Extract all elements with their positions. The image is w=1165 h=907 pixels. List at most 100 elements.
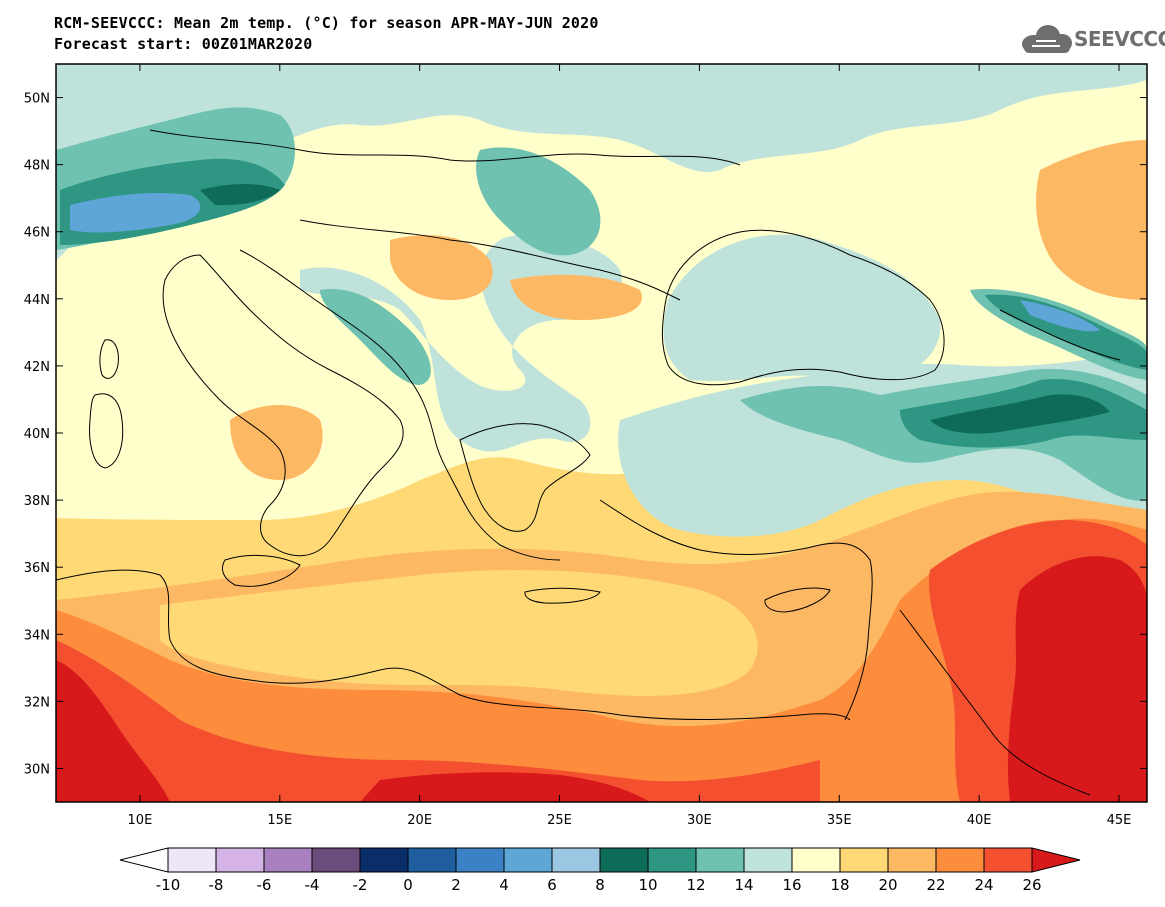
field-26-plus-west (56, 660, 170, 802)
lat-tick-label: 38N (24, 494, 50, 509)
lon-tick-label: 30E (687, 813, 712, 828)
coastline-italy (162, 254, 404, 557)
coastline-sardinia (89, 393, 124, 469)
lon-tick-label: 35E (827, 813, 852, 828)
coastline-adriatic (239, 249, 561, 561)
colorbar-label: -6 (257, 876, 272, 894)
colorbar-label: -4 (305, 876, 320, 894)
logo-text: SEEVCCC (1074, 27, 1165, 51)
colorbar-swatch (935, 847, 985, 873)
coastline-corsica (99, 339, 119, 379)
colorbar-label: 6 (547, 876, 557, 894)
lon-tick-label: 20E (407, 813, 432, 828)
colorbar-label: 20 (878, 876, 897, 894)
latitude-axis: 50N 48N 46N 44N 42N 40N 38N 36N 34N 32N 30N (24, 92, 1147, 777)
border-balkans (299, 219, 681, 301)
lon-tick-label: 15E (267, 813, 292, 828)
colorbar-swatch (647, 847, 697, 873)
colorbar-swatch (263, 847, 313, 873)
temperature-field (56, 64, 1147, 802)
colorbar-label: 16 (782, 876, 801, 894)
colorbar-label: 2 (451, 876, 461, 894)
colorbar-label: 14 (734, 876, 753, 894)
coastline-anatolia-south (599, 499, 873, 721)
colorbar-right-arrow (1031, 847, 1081, 873)
colorbar-swatch (887, 847, 937, 873)
colorbar-swatch (359, 847, 409, 873)
map-title: RCM-SEEVCCC: Mean 2m temp. (°C) for seas… (54, 14, 599, 32)
colorbar-label: 0 (403, 876, 413, 894)
colorbar-swatch (167, 847, 217, 873)
colorbar-label: 18 (830, 876, 849, 894)
border-turkey-east (899, 309, 1121, 796)
colorbar-swatch (311, 847, 361, 873)
colorbar-label: 4 (499, 876, 509, 894)
lat-tick-label: 36N (24, 561, 50, 576)
longitude-axis: 10E 15E 20E 25E 30E 35E 40E 45E (128, 64, 1132, 828)
coastline-greece (459, 423, 591, 532)
coastline-north-africa (56, 569, 851, 721)
colorbar-label: 26 (1022, 876, 1041, 894)
colorbar-label: 22 (926, 876, 945, 894)
field-20-22-romania (510, 274, 642, 320)
field-12-14-carpathians (476, 147, 601, 256)
colorbar-label: 8 (595, 876, 605, 894)
colorbar-swatch (839, 847, 889, 873)
colorbar-swatch (599, 847, 649, 873)
border-central-europe (149, 129, 741, 166)
coastline-crete (524, 587, 601, 604)
field-8-10-anatolia (930, 394, 1110, 434)
field-14-16-north (56, 64, 1147, 260)
field-6-8-caucasus (1020, 300, 1100, 332)
colorbar-swatch (407, 847, 457, 873)
colorbar: -10 -8 -6 -4 -2 0 2 4 6 8 10 12 14 16 18 20 22 24 26 (119, 847, 1081, 894)
colorbar-left-arrow (119, 847, 169, 873)
lat-tick-label: 46N (24, 226, 50, 241)
coastline-cyprus (764, 587, 831, 613)
colorbar-swatch (983, 847, 1033, 873)
field-24-26-south (56, 640, 820, 802)
colorbar-swatch (215, 847, 265, 873)
colorbar-swatch (503, 847, 553, 873)
coastline-sicily (222, 555, 301, 587)
colorbar-label: -8 (209, 876, 224, 894)
lon-tick-label: 40E (967, 813, 992, 828)
colorbar-swatch (743, 847, 793, 873)
colorbar-label: 12 (686, 876, 705, 894)
field-20-22-ionian (230, 405, 323, 480)
field-6-8-alps (70, 193, 201, 233)
lat-tick-label: 42N (24, 360, 50, 375)
lat-tick-label: 30N (24, 762, 50, 777)
field-26-plus-libya (360, 772, 650, 802)
colorbar-label: 10 (638, 876, 657, 894)
colorbar-swatch (551, 847, 601, 873)
cloud-logo-icon (1022, 25, 1072, 53)
field-8-10-alps (200, 184, 280, 206)
lat-tick-label: 34N (24, 628, 50, 643)
coastlines (56, 129, 1121, 796)
forecast-start-subtitle: Forecast start: 00Z01MAR2020 (54, 35, 313, 53)
colorbar-swatch (455, 847, 505, 873)
field-26-plus-east (1007, 556, 1147, 802)
field-12-14-dinarides (320, 289, 431, 385)
lon-tick-label: 25E (547, 813, 572, 828)
lon-tick-label: 45E (1107, 813, 1132, 828)
field-black-sea (663, 234, 941, 382)
lat-tick-label: 32N (24, 695, 50, 710)
colorbar-label: -10 (156, 876, 181, 894)
colorbar-label: -2 (353, 876, 368, 894)
colorbar-label: 24 (974, 876, 993, 894)
lat-tick-label: 44N (24, 293, 50, 308)
field-20-22-pannonia (390, 235, 493, 300)
colorbar-swatch (791, 847, 841, 873)
lat-tick-label: 50N (24, 92, 50, 107)
field-18-20-sea (160, 570, 758, 696)
field-20-22-east (1036, 140, 1147, 300)
lat-tick-label: 48N (24, 159, 50, 174)
coastline-black-sea (661, 229, 945, 386)
lon-tick-label: 10E (128, 813, 153, 828)
field-10-12-caucasus (985, 294, 1147, 370)
lat-tick-label: 40N (24, 427, 50, 442)
colorbar-swatch (695, 847, 745, 873)
